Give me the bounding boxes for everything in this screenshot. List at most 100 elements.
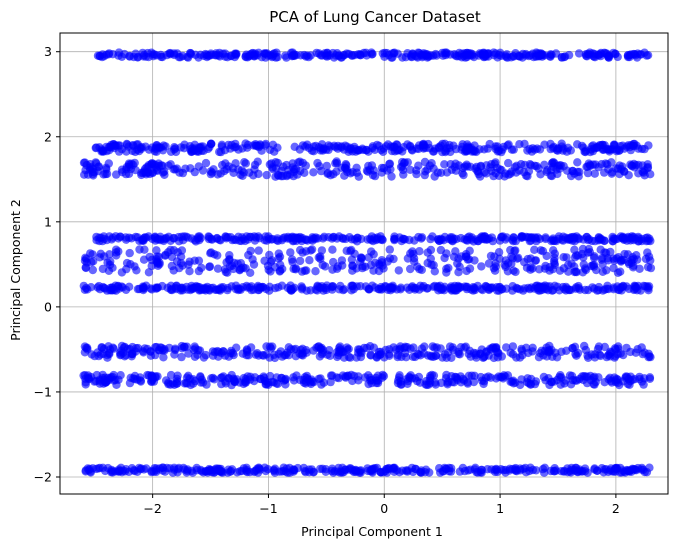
scatter-point: [426, 234, 435, 244]
scatter-point: [525, 233, 534, 242]
scatter-point: [387, 172, 396, 181]
scatter-point: [283, 170, 292, 180]
scatter-point: [205, 232, 214, 242]
scatter-point: [563, 234, 573, 243]
scatter-point: [270, 147, 279, 156]
y-tick-label: 3: [44, 44, 52, 59]
scatter-point: [327, 234, 337, 243]
scatter-point: [531, 281, 541, 291]
scatter-point: [79, 158, 89, 167]
scatter-point: [581, 147, 590, 157]
scatter-point: [249, 171, 258, 180]
scatter-point: [396, 162, 406, 172]
scatter-point: [322, 161, 331, 171]
scatter-point: [215, 286, 225, 295]
scatter-point: [316, 374, 325, 383]
scatter-point: [459, 170, 468, 180]
scatter-point: [276, 260, 285, 269]
scatter-point: [608, 236, 617, 246]
scatter-point: [507, 167, 516, 176]
scatter-point: [87, 258, 96, 267]
scatter-point: [502, 284, 511, 293]
scatter-point: [552, 353, 562, 362]
scatter-point: [574, 49, 584, 58]
scatter-point: [368, 170, 378, 180]
scatter-point: [277, 281, 287, 290]
scatter-point: [573, 158, 582, 167]
scatter-point: [207, 168, 217, 177]
scatter-point: [490, 252, 499, 261]
scatter-point: [380, 52, 389, 61]
scatter-point: [313, 281, 322, 290]
scatter-point: [227, 140, 236, 150]
scatter-point: [281, 51, 290, 60]
scatter-point: [397, 236, 406, 246]
scatter-point: [225, 251, 234, 260]
scatter-point: [374, 141, 384, 151]
scatter-point: [631, 161, 640, 170]
scatter-point: [147, 371, 156, 380]
scatter-point: [559, 253, 568, 262]
scatter-point: [448, 343, 457, 352]
scatter-point: [341, 234, 350, 244]
scatter-point: [547, 50, 556, 59]
scatter-point: [508, 342, 518, 351]
scatter-point: [210, 250, 219, 259]
scatter-point: [472, 467, 481, 477]
scatter-point: [295, 145, 304, 154]
scatter-point: [432, 343, 441, 352]
scatter-point: [369, 266, 378, 275]
scatter-point: [495, 282, 505, 292]
scatter-point: [451, 166, 461, 175]
scatter-point: [460, 466, 470, 476]
scatter-point: [151, 283, 161, 292]
scatter-point: [548, 235, 557, 245]
scatter-point: [119, 343, 129, 352]
scatter-point: [178, 261, 187, 270]
scatter-point: [403, 158, 412, 167]
scatter-point: [579, 260, 588, 269]
scatter-point: [184, 371, 193, 380]
scatter-point: [530, 245, 539, 254]
scatter-point: [419, 144, 428, 153]
scatter-point: [254, 246, 263, 255]
scatter-point: [452, 234, 461, 244]
scatter-point: [403, 343, 412, 352]
scatter-point: [207, 374, 216, 383]
scatter-point: [562, 147, 572, 156]
scatter-point: [372, 353, 381, 362]
scatter-point: [545, 380, 554, 390]
scatter-point: [531, 256, 540, 265]
scatter-point: [389, 343, 398, 352]
scatter-point: [427, 159, 436, 168]
scatter-point: [326, 371, 336, 380]
scatter-point: [451, 144, 461, 154]
scatter-point: [86, 467, 95, 476]
scatter-point: [259, 373, 269, 383]
plot-frame: [59, 32, 669, 495]
scatter-point: [183, 233, 192, 242]
scatter-point: [260, 49, 270, 58]
y-tick-label: −2: [34, 469, 52, 484]
scatter-point: [369, 343, 379, 352]
scatter-point: [313, 234, 323, 243]
scatter-point: [570, 262, 579, 271]
scatter-point: [93, 348, 102, 357]
scatter-point: [398, 147, 407, 156]
scatter-point: [241, 264, 250, 273]
scatter-point: [186, 50, 196, 59]
scatter-point: [144, 268, 154, 277]
scatter-point: [547, 171, 557, 181]
scatter-point: [331, 143, 340, 152]
scatter-point: [624, 171, 633, 180]
scatter-point: [109, 376, 119, 385]
scatter-point: [627, 467, 636, 476]
scatter-point: [111, 286, 121, 295]
scatter-point: [462, 160, 471, 169]
scatter-point: [289, 171, 298, 181]
scatter-point: [161, 250, 170, 260]
y-axis-ticks: −2 −1 0 1 2 3: [34, 44, 60, 484]
scatter-point: [644, 353, 653, 362]
scatter-point: [355, 468, 364, 477]
